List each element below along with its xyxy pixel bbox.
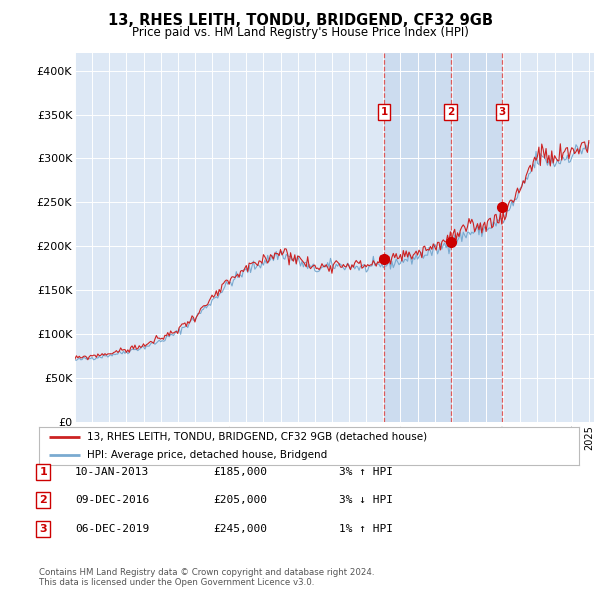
- Text: 10-JAN-2013: 10-JAN-2013: [75, 467, 149, 477]
- Text: 13, RHES LEITH, TONDU, BRIDGEND, CF32 9GB (detached house): 13, RHES LEITH, TONDU, BRIDGEND, CF32 9G…: [86, 432, 427, 442]
- Text: 3: 3: [40, 524, 47, 533]
- Text: 1: 1: [40, 467, 47, 477]
- Text: 1% ↑ HPI: 1% ↑ HPI: [339, 524, 393, 533]
- Text: 2: 2: [40, 496, 47, 505]
- Text: 09-DEC-2016: 09-DEC-2016: [75, 496, 149, 505]
- Text: 3: 3: [499, 107, 506, 117]
- Text: 2: 2: [447, 107, 454, 117]
- Text: 1: 1: [380, 107, 388, 117]
- Text: 13, RHES LEITH, TONDU, BRIDGEND, CF32 9GB: 13, RHES LEITH, TONDU, BRIDGEND, CF32 9G…: [107, 13, 493, 28]
- Text: 06-DEC-2019: 06-DEC-2019: [75, 524, 149, 533]
- Text: £245,000: £245,000: [213, 524, 267, 533]
- Text: 3% ↑ HPI: 3% ↑ HPI: [339, 467, 393, 477]
- Text: Contains HM Land Registry data © Crown copyright and database right 2024.
This d: Contains HM Land Registry data © Crown c…: [39, 568, 374, 587]
- Text: Price paid vs. HM Land Registry's House Price Index (HPI): Price paid vs. HM Land Registry's House …: [131, 26, 469, 39]
- Text: £185,000: £185,000: [213, 467, 267, 477]
- Bar: [384, 53, 502, 422]
- Text: £205,000: £205,000: [213, 496, 267, 505]
- Text: 3% ↓ HPI: 3% ↓ HPI: [339, 496, 393, 505]
- Text: HPI: Average price, detached house, Bridgend: HPI: Average price, detached house, Brid…: [86, 450, 327, 460]
